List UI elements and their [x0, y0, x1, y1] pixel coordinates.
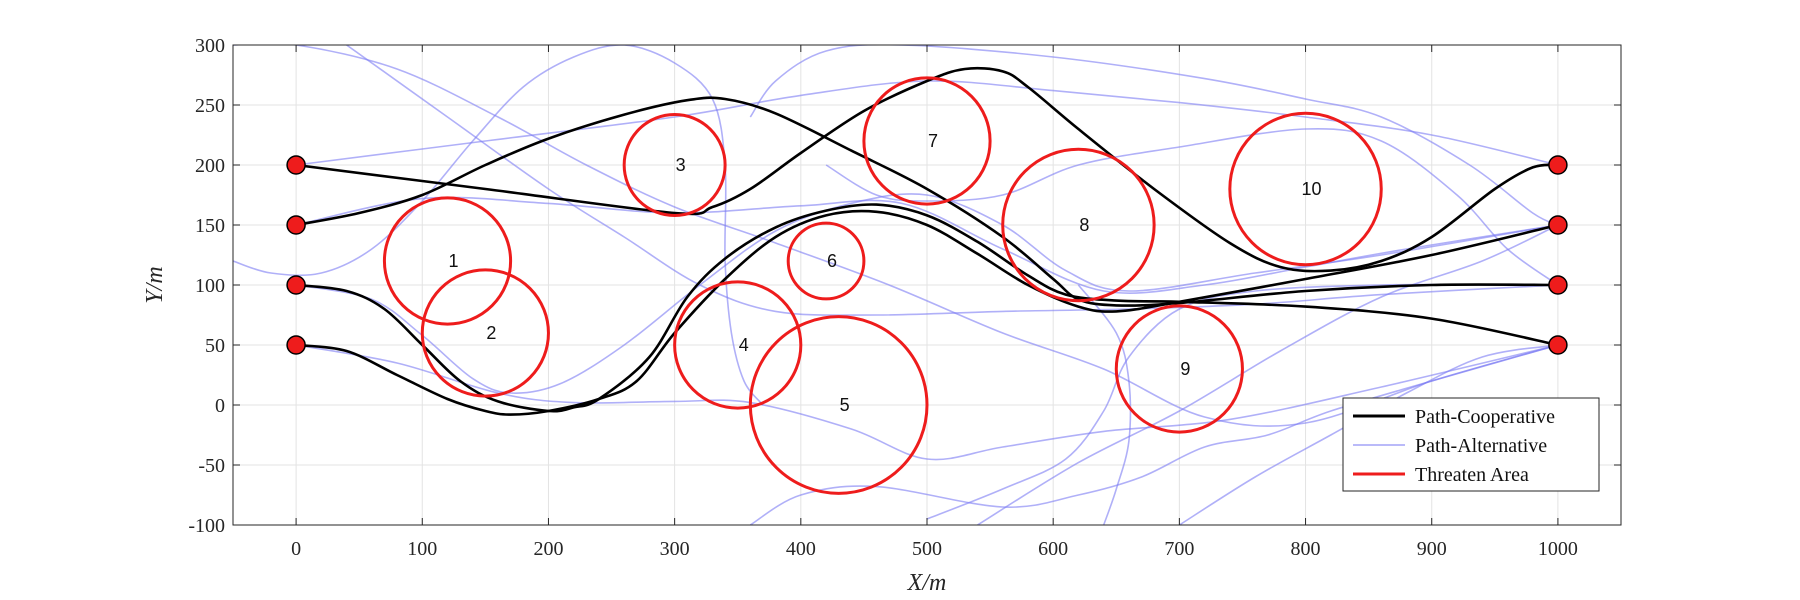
x-tick-label: 600	[1038, 538, 1068, 560]
end-point	[1548, 155, 1568, 175]
alternative-path	[233, 45, 1559, 427]
end-point	[1548, 275, 1568, 295]
y-axis-label: Y/m	[142, 266, 168, 303]
x-tick-label: 1000	[1538, 538, 1578, 560]
x-axis-label: X/m	[907, 570, 947, 596]
alternative-path	[295, 344, 1559, 461]
start-point	[286, 215, 306, 235]
cooperative-path	[295, 66, 1559, 273]
legend-label-threat: Threaten Area	[1415, 464, 1529, 486]
start-point	[286, 275, 306, 295]
axis-ticks: 0 100 200 300 400 500 600 700 800 900 1000 -100 -50 0…	[188, 35, 1621, 560]
alternative-path	[749, 45, 1559, 226]
end-point	[1548, 335, 1568, 355]
threat-area-circle	[622, 113, 727, 217]
y-tick-label: 50	[205, 335, 225, 357]
threat-area-label: 8	[1079, 215, 1089, 235]
y-tick-label: 0	[215, 395, 225, 417]
legend-label-alternative: Path-Alternative	[1415, 435, 1547, 457]
threat-area-label: 9	[1180, 359, 1190, 379]
x-tick-label: 200	[533, 538, 563, 560]
threat-area-label: 2	[486, 323, 496, 343]
cooperative-path	[295, 209, 1559, 416]
alternative-path	[977, 224, 1559, 525]
x-tick-label: 0	[291, 538, 301, 560]
x-tick-label: 900	[1417, 538, 1447, 560]
threat-area-circle	[673, 280, 803, 410]
alternative-path	[295, 80, 1559, 166]
cooperative-path	[295, 96, 1558, 307]
alternative-path	[825, 127, 1559, 286]
cooperative-paths	[295, 66, 1559, 416]
threat-area-circle	[382, 196, 513, 326]
threat-area-label: 1	[449, 251, 459, 271]
x-tick-label: 500	[912, 538, 942, 560]
alternative-path	[233, 45, 764, 406]
threat-area-label: 5	[840, 395, 850, 415]
y-tick-label: 100	[195, 275, 225, 297]
threat-area-circle	[1114, 304, 1244, 434]
x-tick-label: 100	[407, 538, 437, 560]
legend: Path-Cooperative Path-Alternative Threaten…	[1342, 397, 1600, 492]
x-tick-label: 700	[1164, 538, 1194, 560]
x-tick-label: 400	[786, 538, 816, 560]
legend-label-cooperative: Path-Cooperative	[1415, 406, 1555, 428]
start-point	[286, 335, 306, 355]
start-point	[286, 155, 306, 175]
threat-area-label: 10	[1302, 179, 1322, 199]
x-tick-label: 800	[1291, 538, 1321, 560]
y-tick-label: 150	[195, 215, 225, 237]
alternative-path	[346, 45, 1558, 316]
y-tick-label: 250	[195, 95, 225, 117]
threat-areas: 1 2 3 4 5 6 7 8 9 10	[382, 76, 1383, 495]
threat-area-label: 3	[676, 155, 686, 175]
y-tick-label: 300	[195, 35, 225, 57]
threat-area-label: 7	[928, 131, 938, 151]
y-tick-label: 200	[195, 155, 225, 177]
threat-area-circle	[748, 315, 929, 495]
threat-area-circle	[862, 76, 992, 206]
y-tick-label: -50	[198, 455, 225, 477]
threat-area-circle	[420, 268, 550, 398]
threat-area-circle	[1001, 147, 1156, 303]
y-tick-label: -100	[188, 515, 225, 537]
threat-area-label: 4	[739, 335, 749, 355]
threat-area-label: 6	[827, 251, 837, 271]
start-end-points	[286, 155, 1568, 355]
end-point	[1548, 215, 1568, 235]
threat-area-circle	[1228, 111, 1383, 267]
threat-area-circle	[786, 221, 866, 301]
x-tick-label: 300	[660, 538, 690, 560]
